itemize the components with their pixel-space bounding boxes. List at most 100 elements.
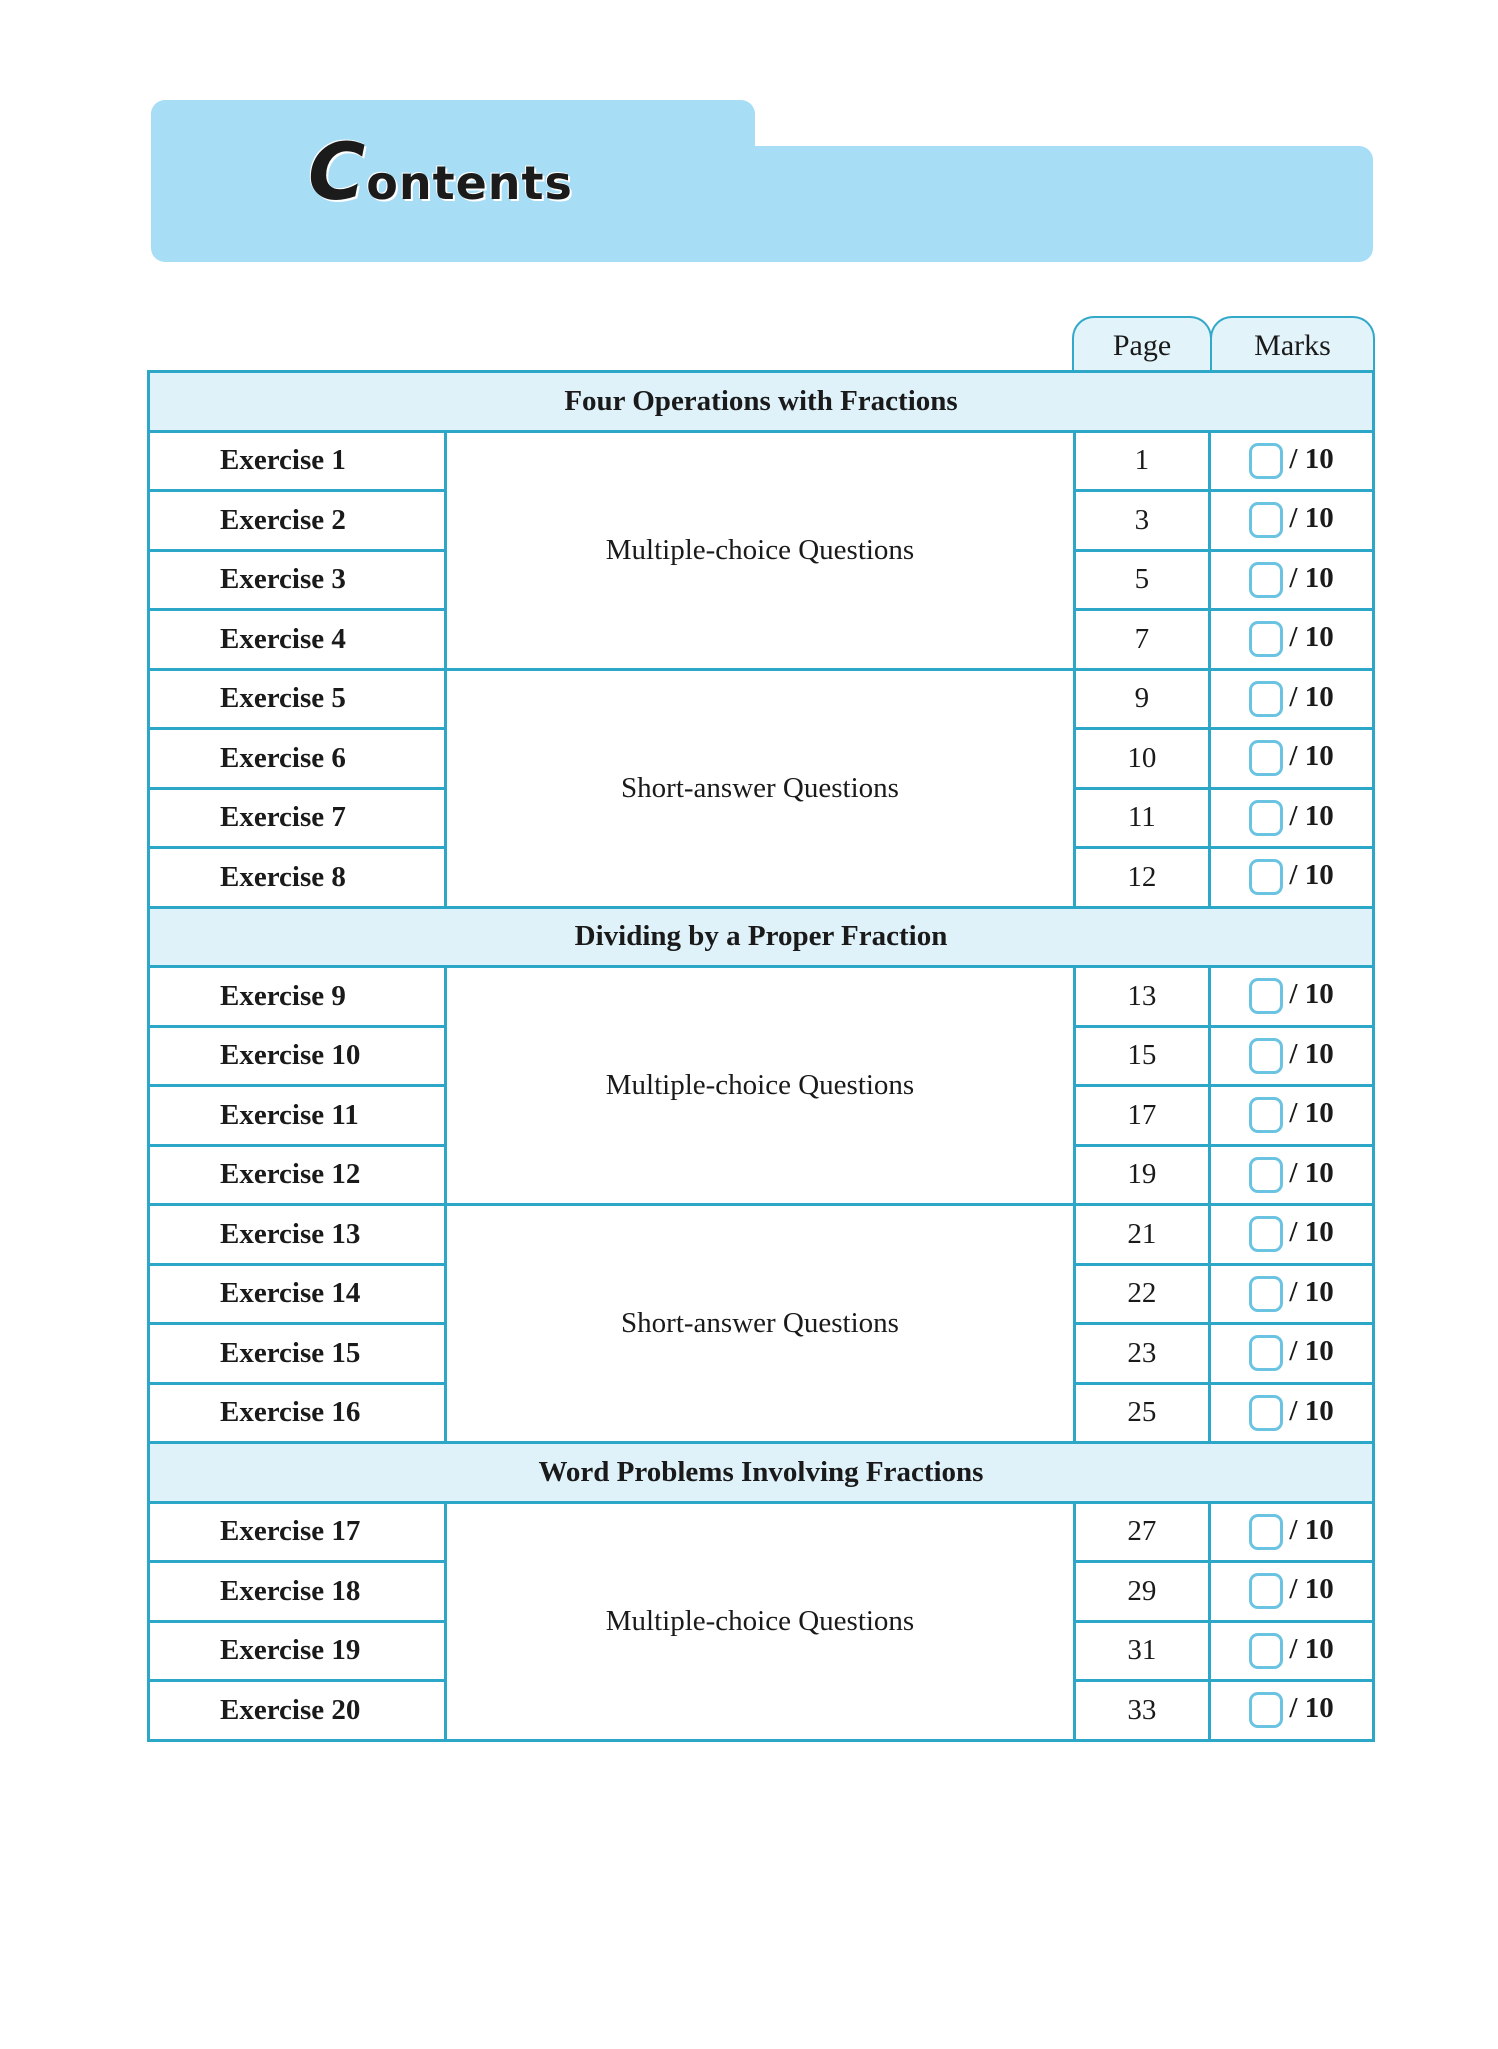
marks-cell: / 10: [1208, 1262, 1375, 1325]
page-number: 13: [1072, 965, 1212, 1028]
marks-total: / 10: [1289, 1097, 1334, 1130]
page-number: 22: [1072, 1262, 1212, 1325]
exercise-label: Exercise 10: [146, 1024, 448, 1087]
page-number: 23: [1072, 1322, 1212, 1385]
exercise-row: Exercise 7 11 / 10: [146, 786, 1375, 849]
score-box[interactable]: [1249, 978, 1284, 1015]
score-box[interactable]: [1249, 621, 1284, 658]
exercise-row: Exercise 17 Multiple-choice Questions 27 / …: [146, 1500, 1375, 1742]
score-box[interactable]: [1249, 1275, 1284, 1312]
exercise-label: Exercise 9: [146, 965, 448, 1028]
exercise-label: Exercise 15: [146, 1322, 448, 1385]
score-box[interactable]: [1249, 1216, 1284, 1253]
exercise-label: Exercise 14: [146, 1262, 448, 1325]
score-box[interactable]: [1249, 1097, 1284, 1134]
marks-cell: / 10: [1208, 1024, 1375, 1087]
exercise-row: Exercise 10 15 / 10: [146, 1024, 1375, 1087]
page-number: 5: [1072, 548, 1212, 611]
score-box[interactable]: [1249, 1335, 1284, 1372]
marks-cell: / 10: [1208, 1560, 1375, 1623]
marks-total: / 10: [1289, 680, 1334, 713]
exercise-label: Exercise 4: [146, 608, 448, 671]
page-number: 11: [1072, 786, 1212, 849]
score-box[interactable]: [1249, 1692, 1284, 1729]
section-title: Four Operations with Fractions: [147, 370, 1375, 433]
exercise-row: Exercise 12 19 / 10: [146, 1143, 1375, 1206]
score-box[interactable]: [1249, 680, 1284, 717]
question-type: Short-answer Questions: [444, 667, 1076, 909]
title-rest: ontents: [366, 156, 573, 210]
marks-cell: / 10: [1208, 1500, 1375, 1563]
marks-cell: / 10: [1208, 1203, 1375, 1266]
marks-total: / 10: [1289, 1513, 1334, 1546]
page-number: 33: [1072, 1679, 1212, 1742]
exercise-row: Exercise 13 Short-answer Questions 21 / 10: [146, 1203, 1375, 1444]
marks-cell: / 10: [1208, 1143, 1375, 1206]
marks-cell: / 10: [1208, 1381, 1375, 1444]
question-type: Multiple-choice Questions: [444, 1500, 1076, 1742]
page-number: 19: [1072, 1143, 1212, 1206]
marks-cell: / 10: [1208, 1084, 1375, 1147]
score-box[interactable]: [1249, 1394, 1284, 1431]
page-number: 21: [1072, 1203, 1212, 1266]
exercise-row: Exercise 8 12 / 10: [146, 846, 1375, 909]
marks-total: / 10: [1289, 978, 1334, 1011]
marks-total: / 10: [1289, 502, 1334, 535]
marks-total: / 10: [1289, 442, 1334, 475]
page-number: 31: [1072, 1619, 1212, 1682]
exercise-label: Exercise 5: [146, 667, 448, 730]
page-number: 1: [1072, 429, 1212, 492]
score-box[interactable]: [1249, 1573, 1284, 1610]
exercise-label: Exercise 2: [146, 489, 448, 552]
marks-total: / 10: [1289, 1632, 1334, 1665]
score-box[interactable]: [1249, 1632, 1284, 1669]
marks-total: / 10: [1289, 799, 1334, 832]
marks-total: / 10: [1289, 1692, 1334, 1725]
exercise-row: Exercise 1 Multiple-choice Questions 1 / 10: [146, 429, 1375, 671]
marks-cell: / 10: [1208, 727, 1375, 790]
marks-cell: / 10: [1208, 489, 1375, 552]
marks-cell: / 10: [1208, 548, 1375, 611]
marks-cell: / 10: [1208, 786, 1375, 849]
marks-total: / 10: [1289, 1275, 1334, 1308]
marks-total: / 10: [1289, 1216, 1334, 1249]
score-box[interactable]: [1249, 799, 1284, 836]
page-number: 3: [1072, 489, 1212, 552]
exercise-row: Exercise 19 31 / 10: [146, 1619, 1375, 1682]
score-box[interactable]: [1249, 740, 1284, 777]
page-number: 10: [1072, 727, 1212, 790]
exercise-label: Exercise 12: [146, 1143, 448, 1206]
score-box[interactable]: [1249, 502, 1284, 539]
marks-total: / 10: [1289, 621, 1334, 654]
question-type: Multiple-choice Questions: [444, 965, 1076, 1206]
exercise-label: Exercise 3: [146, 548, 448, 611]
page-title: Contents: [308, 128, 573, 218]
score-box[interactable]: [1249, 859, 1284, 896]
page-number: 9: [1072, 667, 1212, 730]
score-box[interactable]: [1249, 1037, 1284, 1074]
marks-cell: / 10: [1208, 429, 1375, 492]
exercise-label: Exercise 16: [146, 1381, 448, 1444]
score-box[interactable]: [1249, 1156, 1284, 1193]
page-number: 29: [1072, 1560, 1212, 1623]
header-banner: [151, 146, 1373, 262]
exercise-row: Exercise 16 25 / 10: [146, 1381, 1375, 1444]
score-box[interactable]: [1249, 561, 1284, 598]
exercise-row: Exercise 2 3 / 10: [146, 489, 1375, 552]
marks-cell: / 10: [1208, 1322, 1375, 1385]
exercise-label: Exercise 17: [146, 1500, 448, 1563]
page-number: 27: [1072, 1500, 1212, 1563]
score-box[interactable]: [1249, 1513, 1284, 1550]
marks-total: / 10: [1289, 1156, 1334, 1189]
exercise-label: Exercise 8: [146, 846, 448, 909]
exercise-label: Exercise 7: [146, 786, 448, 849]
marks-total: / 10: [1289, 740, 1334, 773]
page-number: 15: [1072, 1024, 1212, 1087]
question-type: Multiple-choice Questions: [444, 429, 1076, 671]
marks-total: / 10: [1289, 1394, 1334, 1427]
exercise-row: Exercise 5 Short-answer Questions 9 / 10: [146, 667, 1375, 909]
title-initial: C: [308, 128, 367, 218]
marks-total: / 10: [1289, 1573, 1334, 1606]
score-box[interactable]: [1249, 442, 1284, 479]
section-title: Dividing by a Proper Fraction: [147, 905, 1375, 968]
